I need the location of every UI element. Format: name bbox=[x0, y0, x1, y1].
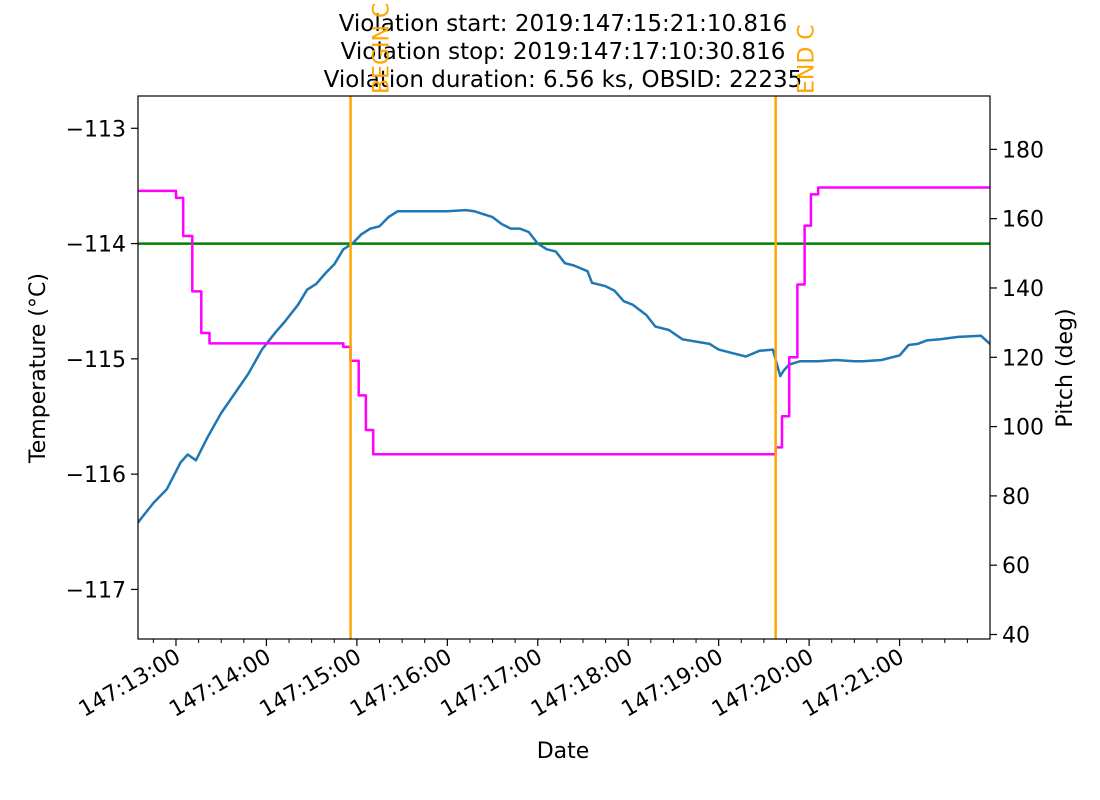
y-right-tick-label: 140 bbox=[1002, 277, 1044, 302]
y-right-tick-label: 80 bbox=[1002, 485, 1030, 510]
vline-label-end: END C bbox=[795, 24, 820, 94]
x-tick-label: 147:14:00 bbox=[165, 645, 275, 723]
y-right-tick-label: 100 bbox=[1002, 416, 1044, 441]
y-right-tick-label: 180 bbox=[1002, 138, 1044, 163]
y-left-tick-label: −113 bbox=[66, 117, 126, 142]
vline-label-begin: BEGIN C bbox=[370, 3, 395, 94]
chart-title-line-3: Violation duration: 6.56 ks, OBSID: 2223… bbox=[324, 67, 803, 93]
x-axis-label: Date bbox=[537, 739, 590, 764]
x-tick-label: 147:13:00 bbox=[75, 645, 185, 723]
x-tick-label: 147:21:00 bbox=[798, 645, 908, 723]
x-tick-label: 147:15:00 bbox=[256, 645, 366, 723]
y-left-tick-label: −114 bbox=[66, 233, 126, 258]
y-right-tick-label: 40 bbox=[1002, 623, 1030, 648]
x-tick-label: 147:16:00 bbox=[346, 645, 456, 723]
vline-labels: BEGIN C END C bbox=[370, 3, 820, 94]
y-axis-right: 40 60 80 100 120 140 160 180 bbox=[990, 138, 1044, 648]
plot-area bbox=[138, 96, 990, 639]
chart-title-line-2: Violation stop: 2019:147:17:10:30.816 bbox=[341, 39, 786, 65]
y-axis-right-label: Pitch (deg) bbox=[1053, 308, 1078, 427]
plot-frame bbox=[137, 95, 991, 640]
y-right-tick-label: 120 bbox=[1002, 346, 1044, 371]
vline-label-group: BEGIN C END C bbox=[370, 3, 820, 94]
y-left-tick-label: −117 bbox=[66, 578, 126, 603]
chart-title-line-1: Violation start: 2019:147:15:21:10.816 bbox=[339, 11, 788, 37]
y-axis-left-label: Temperature (°C) bbox=[26, 273, 51, 464]
x-tick-label: 147:17:00 bbox=[437, 645, 547, 723]
y-left-tick-label: −115 bbox=[66, 348, 126, 373]
series-line-pitch bbox=[138, 186, 990, 456]
y-left-tick-label: −116 bbox=[66, 463, 126, 488]
y-right-tick-label: 160 bbox=[1002, 208, 1044, 233]
x-tick-label: 147:18:00 bbox=[527, 645, 637, 723]
x-axis: 147:13:00147:14:00147:15:00147:16:00147:… bbox=[75, 639, 968, 723]
y-right-tick-label: 60 bbox=[1002, 554, 1030, 579]
series-line-temperature bbox=[138, 208, 990, 524]
y-axis-left: −113 −114 −115 −116 −117 bbox=[66, 117, 138, 603]
x-tick-label: 147:19:00 bbox=[617, 645, 727, 723]
x-tick-label: 147:20:00 bbox=[708, 645, 818, 723]
